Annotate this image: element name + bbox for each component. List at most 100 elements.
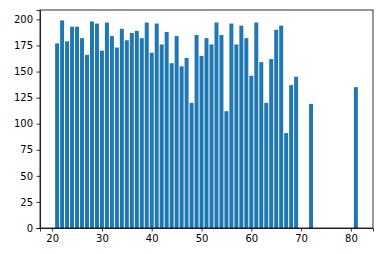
tick-label: 100 (14, 118, 33, 129)
bars (55, 20, 358, 228)
bar (75, 27, 79, 228)
tick: 175 (14, 40, 40, 51)
tick: 200 (14, 14, 40, 25)
bar (219, 35, 223, 228)
tick-label: 60 (245, 233, 258, 244)
bar (120, 29, 124, 228)
bar (170, 63, 174, 228)
tick: 50 (196, 228, 209, 244)
bar (284, 133, 288, 228)
tick-mark (37, 202, 41, 203)
bar (195, 35, 199, 228)
tick-label: 30 (96, 233, 109, 244)
bar (294, 77, 298, 228)
bar (224, 111, 228, 228)
plot: 20 30 40 50 60 70 80 0 25 50 75 100 125 150 175 200 (14, 10, 374, 244)
tick-label: 80 (345, 233, 358, 244)
tick: 50 (20, 171, 40, 182)
tick-label: 70 (295, 233, 308, 244)
bar (155, 24, 159, 228)
bar (180, 66, 184, 228)
bar (175, 36, 179, 228)
chart: 20 30 40 50 60 70 80 0 25 50 75 100 125 150 175 200 (0, 0, 387, 254)
bar (279, 26, 283, 228)
bar (309, 104, 313, 228)
tick: 30 (96, 228, 109, 244)
bar (140, 38, 144, 228)
tick-mark (37, 45, 41, 46)
axis-line (41, 229, 374, 232)
bar (209, 44, 213, 228)
bar (234, 44, 238, 228)
bar (95, 24, 99, 228)
tick-label: 50 (196, 233, 209, 244)
bar (185, 58, 189, 228)
bar (205, 38, 209, 228)
tick-mark (52, 228, 53, 232)
bar (70, 27, 74, 228)
bar (160, 44, 164, 228)
tick-mark (37, 98, 41, 99)
tick-mark (37, 228, 41, 229)
bar (200, 56, 204, 228)
tick-label: 150 (14, 66, 33, 77)
tick: 75 (20, 144, 40, 155)
tick: 150 (14, 66, 40, 77)
bar (190, 103, 194, 228)
bar (135, 31, 139, 228)
bar (354, 87, 358, 228)
bar (55, 43, 59, 228)
bar (85, 55, 89, 228)
tick-mark (37, 124, 41, 125)
bar (229, 24, 233, 228)
tick-mark (37, 176, 41, 177)
tick: 40 (146, 228, 159, 244)
bar (125, 40, 129, 228)
bar (274, 30, 278, 228)
tick-mark (37, 19, 41, 20)
tick-mark (202, 228, 203, 232)
tick-label: 75 (20, 144, 33, 155)
x-axis: 20 30 40 50 60 70 80 (41, 228, 374, 244)
tick-mark (37, 72, 41, 73)
bar (254, 23, 258, 228)
frame (40, 10, 373, 228)
bar (249, 76, 253, 228)
bar (214, 23, 218, 228)
bar (269, 59, 273, 228)
bar (165, 32, 169, 228)
bar (145, 23, 149, 228)
bar (244, 38, 248, 228)
tick-mark (351, 228, 352, 232)
bar (289, 85, 293, 228)
bar (150, 53, 154, 228)
tick: 25 (20, 197, 40, 208)
tick-label: 25 (20, 197, 33, 208)
y-axis: 0 25 50 75 100 125 150 175 200 (14, 11, 41, 234)
bar (264, 103, 268, 228)
tick-label: 40 (146, 233, 159, 244)
tick: 100 (14, 118, 40, 129)
tick-label: 0 (27, 223, 33, 234)
bar (110, 36, 114, 228)
bar (130, 33, 134, 228)
tick: 70 (295, 228, 308, 244)
bar (105, 23, 109, 228)
tick: 80 (345, 228, 358, 244)
tick-label: 125 (14, 92, 33, 103)
tick: 60 (245, 228, 258, 244)
tick-mark (251, 228, 252, 232)
bar (80, 38, 84, 228)
tick: 125 (14, 92, 40, 103)
tick-label: 50 (20, 171, 33, 182)
tick-label: 200 (14, 14, 33, 25)
bar (100, 51, 104, 228)
tick: 0 (27, 223, 40, 234)
bar (259, 62, 263, 228)
bar (239, 26, 243, 228)
tick-label: 20 (46, 233, 59, 244)
bar (90, 21, 94, 228)
tick-mark (301, 228, 302, 232)
tick-mark (102, 228, 103, 232)
bar (60, 20, 64, 228)
